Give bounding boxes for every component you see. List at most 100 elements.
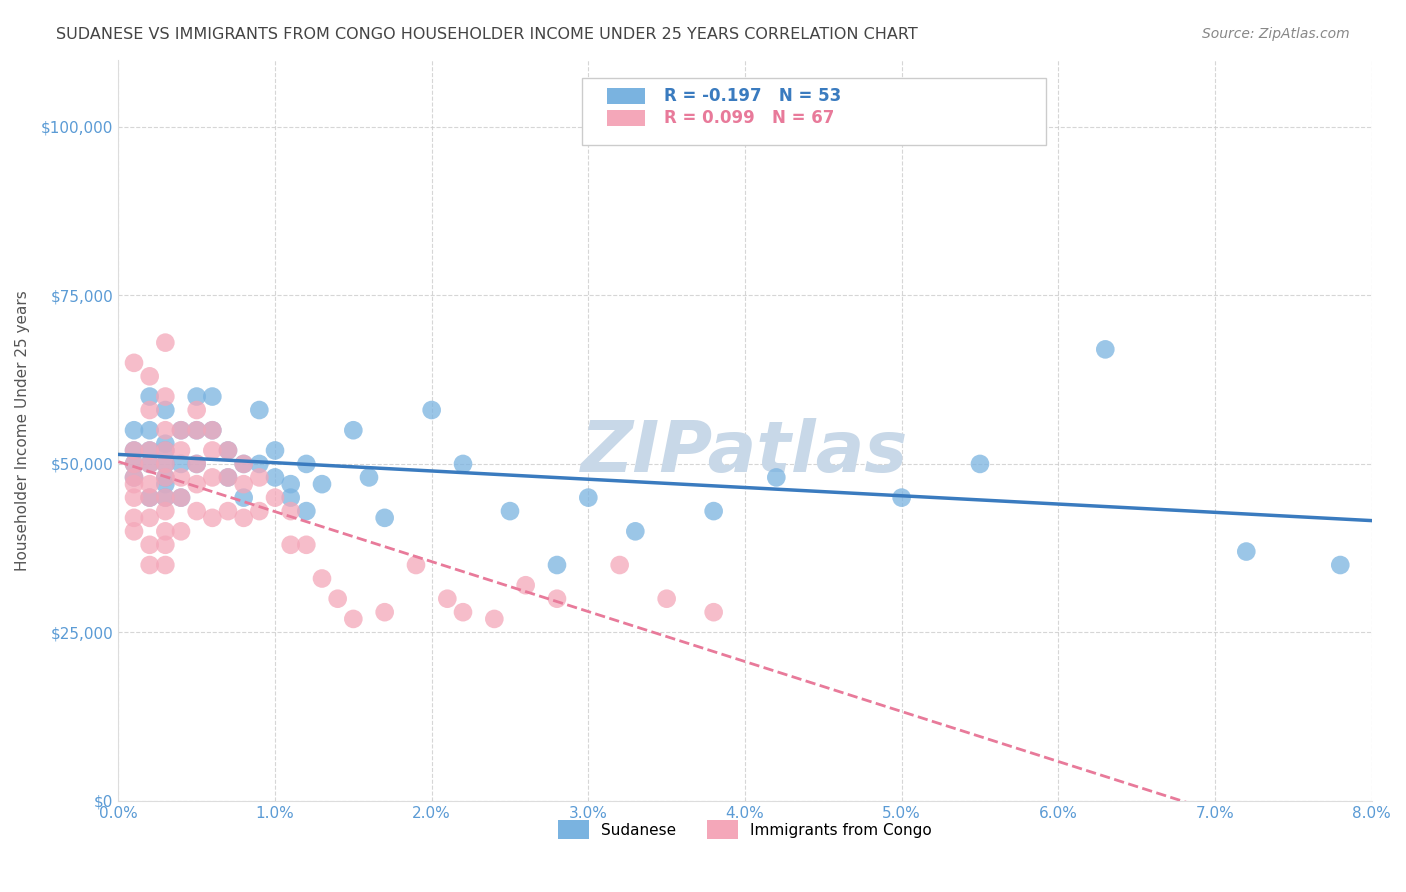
Point: [170, 524, 193, 539]
Point: [155, 457, 177, 471]
Point: [232, 511, 254, 525]
Point: [155, 443, 177, 458]
Point: [217, 443, 239, 458]
Point: [138, 491, 160, 505]
Text: Source: ZipAtlas.com: Source: ZipAtlas.com: [1202, 27, 1350, 41]
Point: [1329, 558, 1351, 572]
Point: [201, 443, 224, 458]
Point: [122, 470, 145, 484]
Point: [451, 457, 474, 471]
Point: [247, 403, 270, 417]
Point: [264, 470, 287, 484]
Point: [138, 558, 160, 572]
Point: [451, 605, 474, 619]
Point: [186, 457, 208, 471]
Text: R = -0.197   N = 53: R = -0.197 N = 53: [664, 87, 841, 105]
Point: [217, 504, 239, 518]
Point: [170, 423, 193, 437]
Point: [170, 423, 193, 437]
Point: [890, 491, 912, 505]
Point: [122, 524, 145, 539]
Point: [155, 436, 177, 450]
Point: [295, 538, 318, 552]
Point: [624, 524, 647, 539]
Point: [374, 605, 396, 619]
Point: [122, 443, 145, 458]
Point: [122, 423, 145, 437]
Point: [186, 403, 208, 417]
Point: [170, 491, 193, 505]
Point: [232, 477, 254, 491]
Point: [232, 491, 254, 505]
Point: [155, 443, 177, 458]
Point: [122, 477, 145, 491]
Point: [1094, 343, 1116, 357]
Text: R = 0.099   N = 67: R = 0.099 N = 67: [664, 109, 834, 128]
Point: [155, 491, 177, 505]
Point: [484, 612, 506, 626]
Point: [264, 443, 287, 458]
Point: [436, 591, 458, 606]
Point: [311, 477, 333, 491]
Point: [155, 403, 177, 417]
Point: [280, 538, 302, 552]
Y-axis label: Householder Income Under 25 years: Householder Income Under 25 years: [15, 290, 30, 571]
Point: [280, 491, 302, 505]
Point: [969, 457, 991, 471]
Point: [232, 457, 254, 471]
FancyBboxPatch shape: [607, 110, 645, 127]
Point: [155, 470, 177, 484]
Point: [170, 470, 193, 484]
Point: [247, 457, 270, 471]
Point: [155, 491, 177, 505]
Point: [122, 356, 145, 370]
Point: [138, 457, 160, 471]
Point: [264, 491, 287, 505]
Point: [155, 504, 177, 518]
Point: [655, 591, 678, 606]
Point: [703, 504, 725, 518]
Point: [138, 491, 160, 505]
Point: [155, 423, 177, 437]
Point: [186, 423, 208, 437]
Point: [217, 470, 239, 484]
Point: [280, 477, 302, 491]
Point: [155, 538, 177, 552]
Point: [186, 477, 208, 491]
Point: [138, 477, 160, 491]
Point: [155, 524, 177, 539]
Point: [138, 511, 160, 525]
Point: [201, 423, 224, 437]
Point: [170, 457, 193, 471]
FancyBboxPatch shape: [607, 87, 645, 104]
Point: [201, 390, 224, 404]
Point: [122, 443, 145, 458]
Point: [546, 558, 568, 572]
Point: [295, 457, 318, 471]
Text: ZIPatlas: ZIPatlas: [581, 418, 908, 487]
Point: [311, 572, 333, 586]
Point: [201, 423, 224, 437]
Point: [515, 578, 537, 592]
Point: [138, 423, 160, 437]
Point: [201, 511, 224, 525]
Point: [232, 457, 254, 471]
Point: [280, 504, 302, 518]
Point: [122, 511, 145, 525]
Point: [138, 538, 160, 552]
Point: [155, 457, 177, 471]
Point: [170, 491, 193, 505]
Point: [609, 558, 631, 572]
Point: [186, 390, 208, 404]
Point: [138, 403, 160, 417]
Point: [247, 504, 270, 518]
Point: [138, 369, 160, 384]
Point: [155, 335, 177, 350]
Point: [703, 605, 725, 619]
Point: [138, 390, 160, 404]
Point: [138, 457, 160, 471]
Point: [122, 457, 145, 471]
Point: [170, 443, 193, 458]
Point: [499, 504, 522, 518]
Legend: Sudanese, Immigrants from Congo: Sudanese, Immigrants from Congo: [553, 814, 938, 845]
